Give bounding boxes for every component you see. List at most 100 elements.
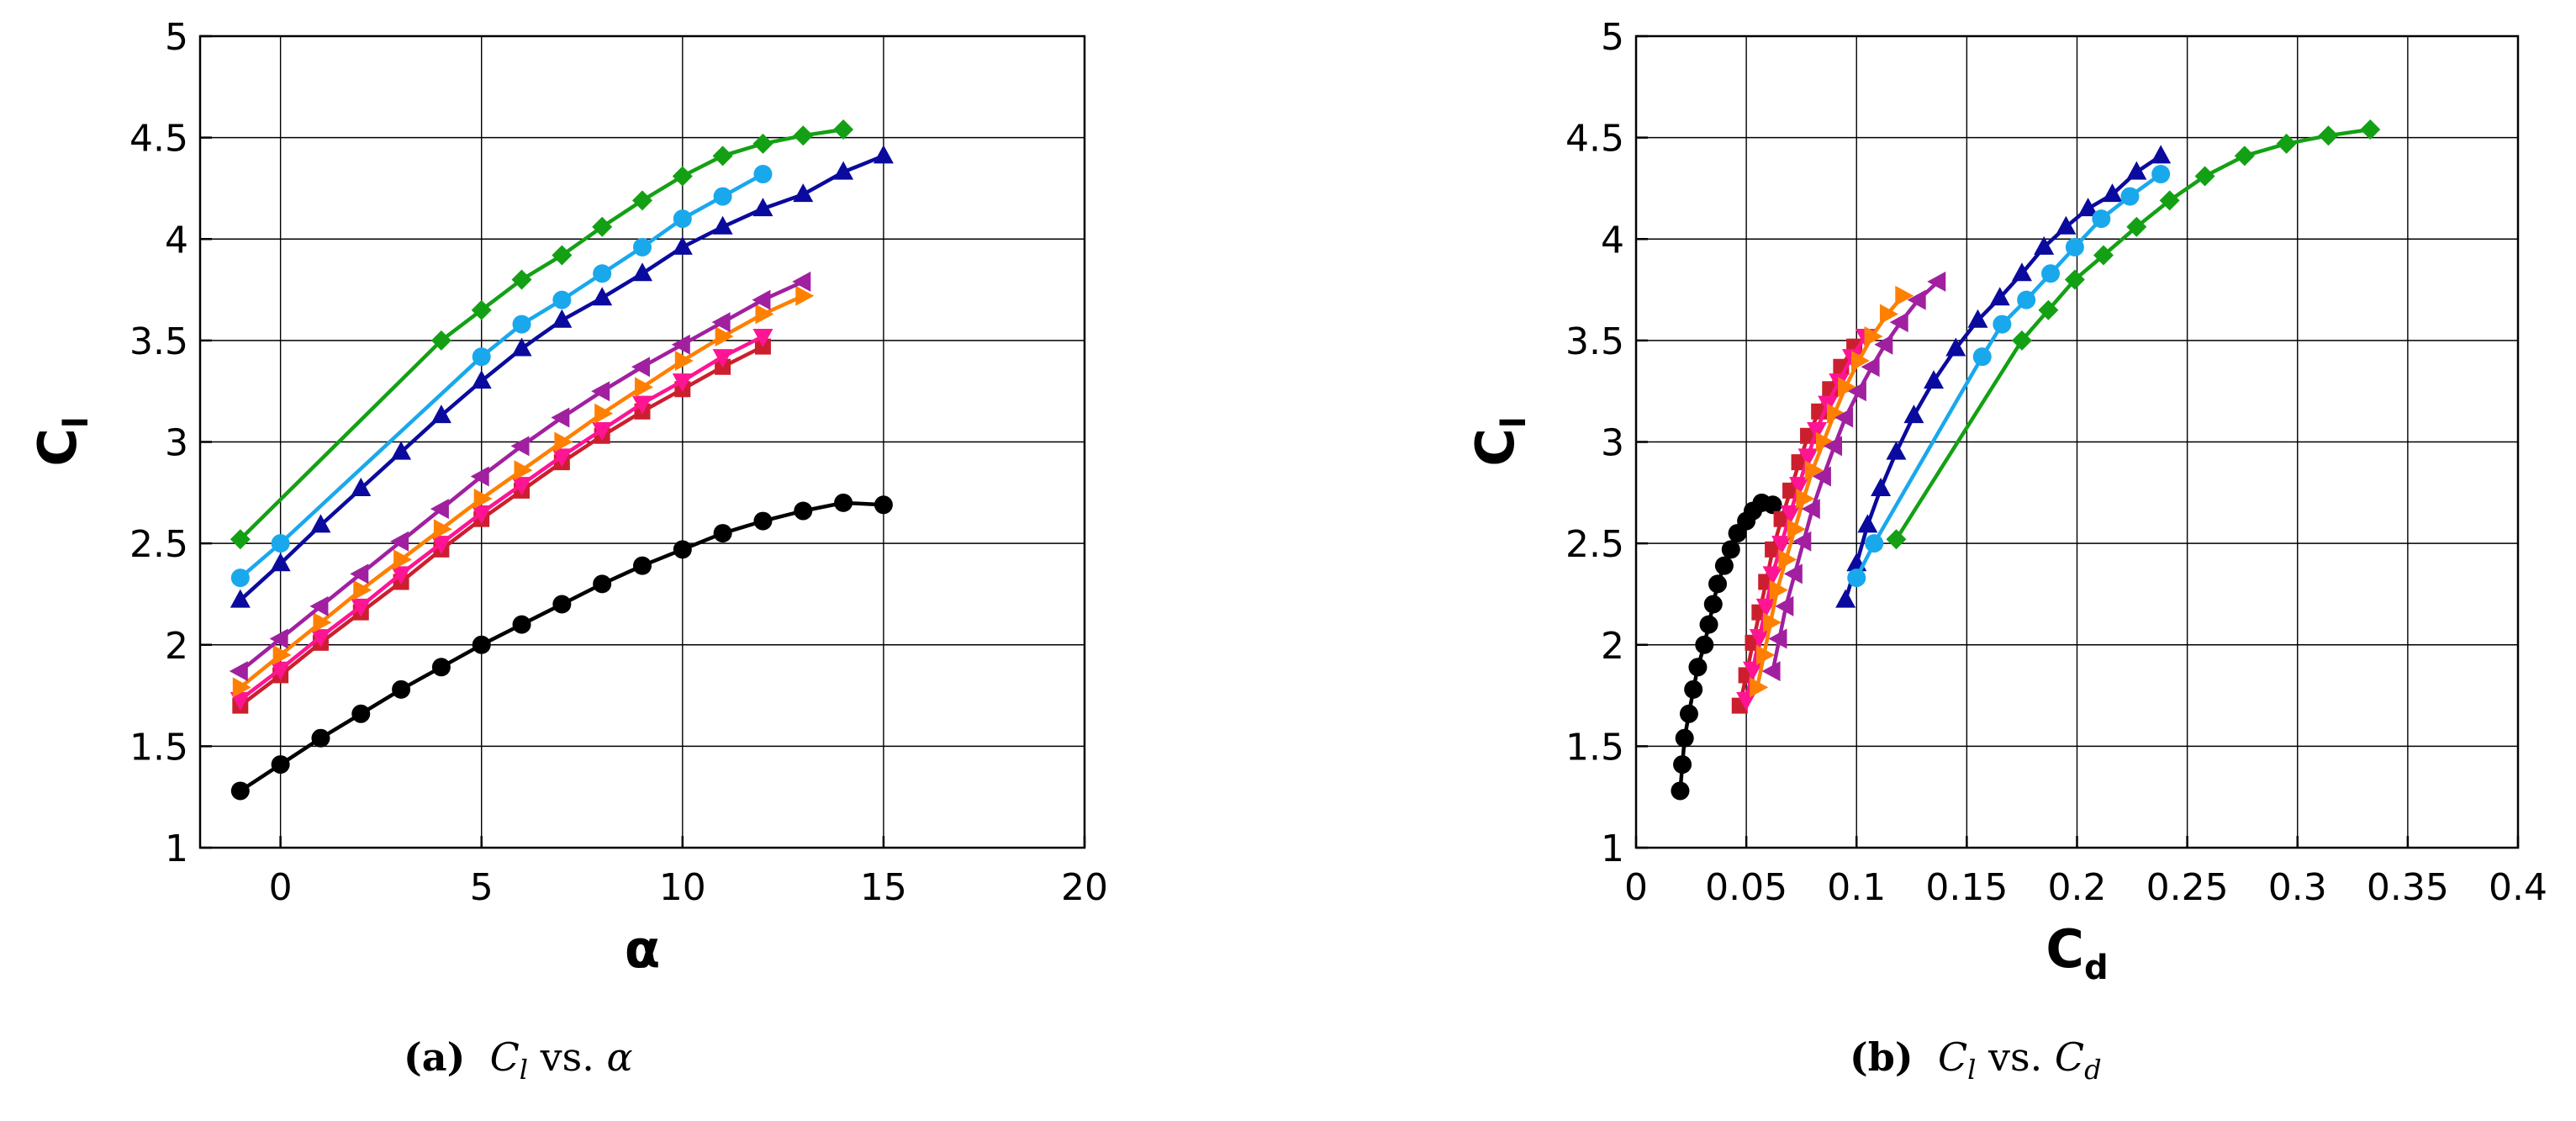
data-point-purple-triangle-left xyxy=(430,499,449,520)
data-point-black-circle xyxy=(1699,615,1718,634)
data-point-navy-triangle-up xyxy=(552,309,573,328)
caption-b-sub2: d xyxy=(2084,1054,2102,1087)
data-point-green-diamond xyxy=(2159,190,2180,211)
data-point-black-circle xyxy=(1708,574,1728,594)
series-pink-triangle-down xyxy=(1736,329,1876,711)
data-point-black-circle xyxy=(633,556,652,575)
data-point-black-circle xyxy=(1688,658,1708,677)
y-tick-label: 3.5 xyxy=(129,320,188,363)
data-point-cyan-circle xyxy=(2041,264,2061,283)
chart-a: 0 5 10 15 20 1 1.5 2 2.5 3 3.5 4 4.5 5 α Cl xyxy=(27,16,1108,980)
data-point-orange-triangle-right xyxy=(232,677,251,698)
data-point-purple-triangle-left xyxy=(1761,661,1781,682)
data-point-navy-triangle-up xyxy=(351,477,372,496)
data-point-black-circle xyxy=(673,540,692,559)
data-point-black-circle xyxy=(1673,755,1692,775)
data-point-black-circle xyxy=(1703,595,1723,614)
data-point-navy-triangle-up xyxy=(1924,370,1945,389)
y-tick-label: 1 xyxy=(165,828,188,870)
data-point-cyan-circle xyxy=(2065,237,2084,256)
series-orange-triangle-right xyxy=(1750,285,1914,698)
caption-b-vs: vs. xyxy=(1988,1034,2043,1080)
data-point-pink-triangle-down xyxy=(1771,536,1792,555)
data-point-orange-triangle-right xyxy=(1838,377,1857,398)
y-tick-label: 3.5 xyxy=(1565,320,1624,363)
data-point-navy-triangle-up xyxy=(2056,215,2077,235)
caption-a-sub1: l xyxy=(519,1054,529,1087)
x-tick-label: 0.2 xyxy=(2048,866,2107,909)
data-point-purple-triangle-left xyxy=(1801,499,1820,520)
y-axis-title-main: C xyxy=(1465,428,1526,467)
series-cyan-circle xyxy=(230,165,773,588)
series-green-diamond xyxy=(1886,119,2381,550)
data-point-purple-triangle-left xyxy=(1824,436,1843,457)
y-tick-label: 2 xyxy=(165,625,188,668)
data-point-cyan-circle xyxy=(713,187,732,206)
caption-b: (b) Cl vs. Cd xyxy=(1850,1034,2102,1086)
data-point-orange-triangle-right xyxy=(1762,612,1782,633)
data-point-green-diamond xyxy=(552,245,573,266)
data-point-green-diamond xyxy=(1886,529,1907,550)
data-point-pink-triangle-down xyxy=(351,598,372,617)
data-point-navy-triangle-up xyxy=(2077,198,2098,217)
data-point-pink-triangle-down xyxy=(430,536,451,555)
x-tick-label: 10 xyxy=(659,866,706,909)
data-point-green-diamond xyxy=(752,133,773,154)
y-tick-label: 1.5 xyxy=(129,726,188,769)
data-point-black-circle xyxy=(1679,704,1698,723)
data-point-green-diamond xyxy=(511,269,532,290)
data-point-pink-triangle-down xyxy=(1789,477,1810,496)
y-tick-label: 5 xyxy=(1601,16,1624,59)
data-point-orange-triangle-right xyxy=(1895,285,1914,306)
data-point-pink-triangle-down xyxy=(1755,598,1776,617)
series-line-cyan-circle xyxy=(1855,172,2162,579)
data-point-green-diamond xyxy=(2011,330,2032,351)
data-point-green-diamond xyxy=(793,125,814,146)
caption-a-tag: (a) xyxy=(404,1034,466,1080)
y-axis-title-sub: l xyxy=(1495,416,1533,428)
data-point-green-diamond xyxy=(2038,299,2059,320)
y-tick-label: 4 xyxy=(1601,219,1624,262)
series-purple-triangle-left xyxy=(229,271,811,682)
data-point-orange-triangle-right xyxy=(1756,644,1776,665)
data-point-black-circle xyxy=(351,704,371,723)
data-point-cyan-circle xyxy=(633,237,652,256)
data-point-pink-triangle-down xyxy=(1780,505,1801,524)
data-point-navy-triangle-up xyxy=(270,553,291,572)
data-point-navy-triangle-up xyxy=(1967,309,1988,328)
x-tick-label: 15 xyxy=(860,866,907,909)
data-point-orange-triangle-right xyxy=(795,285,815,306)
y-tick-label: 3 xyxy=(1601,422,1624,465)
data-point-orange-triangle-right xyxy=(635,377,653,398)
caption-a-vs: vs. xyxy=(540,1034,594,1080)
data-point-orange-triangle-right xyxy=(1815,431,1834,452)
data-point-navy-triangle-up xyxy=(1945,337,1966,357)
data-point-black-circle xyxy=(834,493,853,512)
series-green-diamond xyxy=(230,119,854,550)
caption-b-tag: (b) xyxy=(1850,1034,1914,1080)
x-tick-label: 0.4 xyxy=(2489,866,2547,909)
data-point-green-diamond xyxy=(592,216,613,237)
data-point-purple-triangle-left xyxy=(1834,407,1854,428)
data-point-pink-triangle-down xyxy=(310,629,331,648)
data-point-cyan-circle xyxy=(472,347,491,367)
data-point-green-diamond xyxy=(632,190,652,211)
data-point-purple-triangle-left xyxy=(470,466,489,487)
data-point-pink-triangle-down xyxy=(1736,691,1757,711)
data-point-black-circle xyxy=(1714,556,1734,575)
data-point-green-diamond xyxy=(712,145,733,167)
x-axis-title-sub: d xyxy=(2084,949,2109,987)
data-point-orange-triangle-right xyxy=(1750,677,1769,698)
data-point-orange-triangle-right xyxy=(1778,549,1797,570)
series-black-circle xyxy=(1671,493,1782,801)
data-point-navy-triangle-up xyxy=(1857,514,1878,533)
series-line-navy-triangle-up xyxy=(239,154,884,602)
data-point-purple-triangle-left xyxy=(1847,381,1866,402)
data-point-orange-triangle-right xyxy=(473,489,493,510)
data-point-orange-triangle-right xyxy=(1879,304,1898,325)
data-point-cyan-circle xyxy=(1972,347,1992,367)
data-point-navy-triangle-up xyxy=(310,514,331,533)
y-axis-title: Cl xyxy=(1465,416,1533,466)
data-point-cyan-circle xyxy=(271,534,290,553)
